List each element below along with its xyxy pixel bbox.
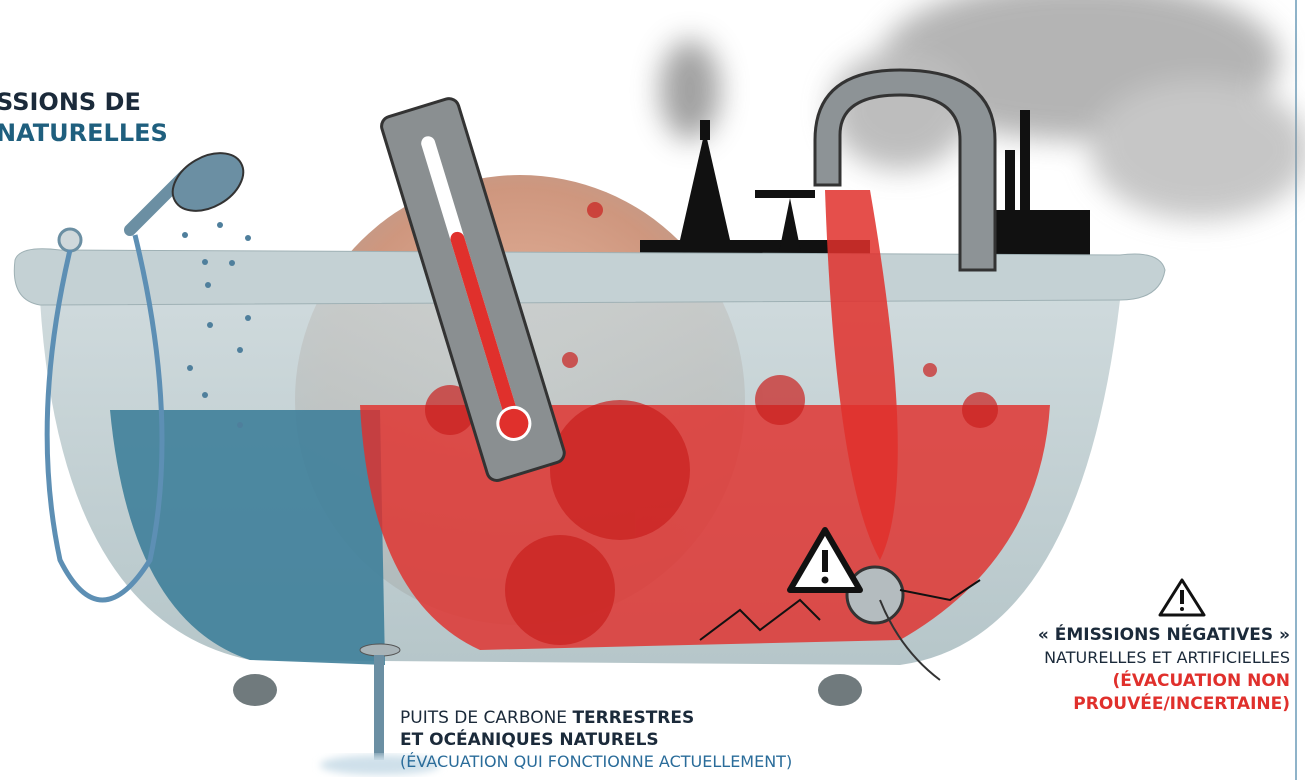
drain-left [320,643,440,775]
thermometer [380,97,566,482]
red-stream [825,190,898,560]
negative-title: « ÉMISSIONS NÉGATIVES » [1038,623,1290,645]
faucet [813,68,997,272]
tub-feet [233,674,862,706]
negative-note: (ÉVACUATION NON [1112,669,1290,691]
blue-water [110,410,385,665]
negative-note: PROUVÉE/INCERTAINE) [1073,692,1290,714]
top-left-label: SSIONS DE [0,88,141,116]
sinks-intro: PUITS DE CARBONE [400,708,567,728]
top-left-label: NATURELLES [0,119,168,147]
negative-subtitle: NATURELLES ET ARTIFICIELLES [1044,648,1290,667]
drain-right [699,565,981,681]
warning-icon-small [1158,578,1206,617]
water-drops [182,222,251,428]
sinks-label: PUITS DE CARBONE TERRESTRES [400,708,694,728]
bubbles [425,202,998,645]
warning-icon [787,527,863,593]
sinks-note: (ÉVACUATION QUI FONCTIONNE ACTUELLEMENT) [400,752,792,771]
sinks-emphasis: TERRESTRES [572,708,694,728]
sinks-emphasis: ET OCÉANIQUES NATURELS [400,728,659,750]
shower [44,152,245,603]
